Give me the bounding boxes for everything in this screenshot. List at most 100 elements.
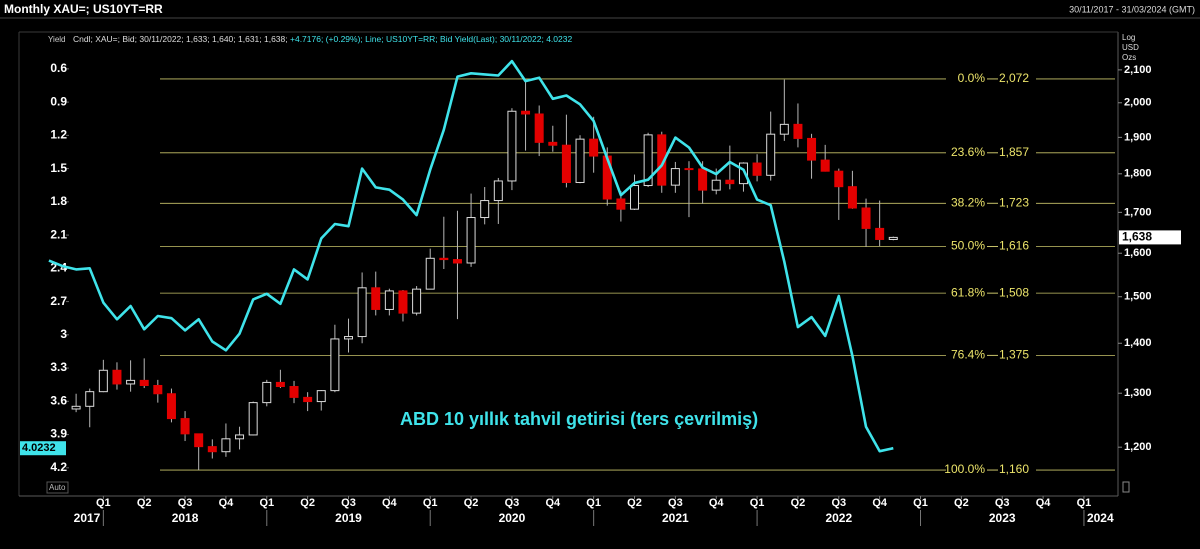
fib-value-label: 1,723	[999, 195, 1029, 209]
candle-body	[194, 433, 204, 448]
y2-axis-title: Log	[1122, 33, 1135, 42]
y2-axis-title: USD	[1122, 43, 1139, 52]
annotation: ABD 10 yıllık tahvil getirisi (ters çevr…	[400, 409, 758, 429]
y2-tick-label: 1,200	[1124, 441, 1152, 453]
candle-body	[834, 170, 844, 188]
x-tick-label: Q2	[954, 497, 969, 509]
candle-body	[779, 123, 789, 135]
fib-label: 100.0%	[944, 462, 985, 476]
candle-body	[71, 405, 81, 410]
x-tick-label: Q1	[96, 497, 111, 509]
candle-body	[766, 133, 776, 176]
x-tick-label: Q1	[1077, 497, 1092, 509]
candle-body	[248, 402, 258, 436]
x-tick-label: Q2	[300, 497, 315, 509]
y-tick-label: 1.2	[50, 128, 67, 142]
x-tick-label: Q2	[137, 497, 152, 509]
candle-body	[207, 446, 217, 453]
candle-body	[861, 207, 871, 229]
y-tick-label: 1.5	[50, 161, 67, 175]
x-tick-label: Q3	[505, 497, 520, 509]
candle-body	[480, 200, 490, 219]
legend-line: Line; US10YT=RR; Bid Yield(Last); 30/11/…	[365, 34, 572, 44]
fib-value-label: 1,616	[999, 239, 1029, 253]
candle-body	[670, 168, 680, 186]
candle-body	[752, 162, 762, 176]
candle-body	[303, 396, 313, 403]
y-tick-label: 1.8	[50, 194, 67, 208]
y-tick-label: 2.7	[50, 294, 67, 308]
candle-body	[738, 162, 748, 185]
x-tick-label: Q4	[545, 497, 561, 509]
y-tick-label: 3.6	[50, 393, 67, 407]
y2-axis-title: Ozs	[1122, 53, 1136, 62]
candle-body	[589, 138, 599, 157]
fib-label: 38.2%	[951, 195, 985, 209]
chart-title: Monthly XAU=; US10YT=RR	[4, 2, 163, 16]
candle-body	[262, 381, 272, 404]
y-tick-label: 4.2	[50, 460, 67, 474]
x-tick-label: Q1	[913, 497, 928, 509]
yield-line	[48, 59, 894, 453]
x-tick-label: Q4	[872, 497, 888, 509]
auto-box	[46, 481, 69, 494]
y2-tick-label: 1,300	[1124, 387, 1152, 399]
candle-body	[126, 379, 136, 385]
candle-body	[711, 179, 721, 191]
fib-label: 0.0%	[958, 71, 986, 85]
y-tick-label: 3.3	[50, 360, 67, 374]
last-yield-tag-bg	[20, 441, 66, 456]
fib-value-label: 1,508	[999, 285, 1029, 299]
x-tick-label: Q3	[668, 497, 683, 509]
y2-tick-label: 1,400	[1124, 337, 1152, 349]
x-tick-label: Q4	[219, 497, 235, 509]
scale-icon	[1122, 481, 1130, 493]
candle-body	[153, 384, 163, 395]
candle-body	[534, 113, 544, 143]
x-tick-label: Q1	[750, 497, 765, 509]
candle-body	[807, 137, 817, 161]
y-tick-label: 0.6	[50, 61, 67, 75]
x-tick-label: Q4	[382, 497, 398, 509]
y2-tick-label: 1,500	[1124, 291, 1152, 303]
x-tick-label: Q2	[464, 497, 479, 509]
candle-body	[725, 179, 735, 185]
legend-change: +4.7176; (+0.29%);	[290, 34, 363, 44]
candle-body	[330, 338, 340, 392]
x-year-label: 2018	[172, 511, 199, 525]
y2-tick-label: 1,600	[1124, 247, 1152, 259]
x-year-label: 2017	[74, 511, 101, 525]
plot: 0.60.91.21.51.82.12.42.733.33.63.94.21,2…	[20, 59, 1181, 526]
candle-body	[344, 336, 353, 340]
fib-value-label: 1,375	[999, 348, 1029, 362]
candle-body	[289, 386, 299, 398]
y2-tick-label: 2,100	[1124, 64, 1152, 76]
y-tick-label: 3	[60, 327, 67, 341]
y-axis-title: Yield	[48, 35, 66, 44]
candle-body	[316, 390, 326, 403]
candle-body	[452, 259, 462, 264]
candle-body	[398, 290, 408, 314]
x-tick-label: Q2	[627, 497, 642, 509]
candle-body	[166, 393, 176, 420]
candle-body	[275, 381, 285, 388]
candle-body	[439, 257, 449, 261]
x-year-label: 2023	[989, 511, 1016, 525]
candle-body	[888, 236, 898, 240]
y-tick-label: 2.1	[50, 227, 67, 241]
x-year-label: 2022	[825, 511, 852, 525]
candle-body	[616, 198, 626, 210]
candle-body	[493, 180, 503, 202]
candle-body	[521, 110, 531, 115]
x-tick-label: Q1	[586, 497, 601, 509]
x-year-label: 2024	[1087, 511, 1114, 525]
y2-tick-label: 1,800	[1124, 168, 1152, 180]
y-tick-label: 0.9	[50, 94, 67, 108]
legend-candle: Cndl; XAU=; Bid; 30/11/2022; 1,633; 1,64…	[73, 34, 288, 44]
y-tick-label: 3.9	[50, 427, 67, 441]
candle-body	[684, 168, 694, 171]
candle-body	[507, 110, 517, 182]
